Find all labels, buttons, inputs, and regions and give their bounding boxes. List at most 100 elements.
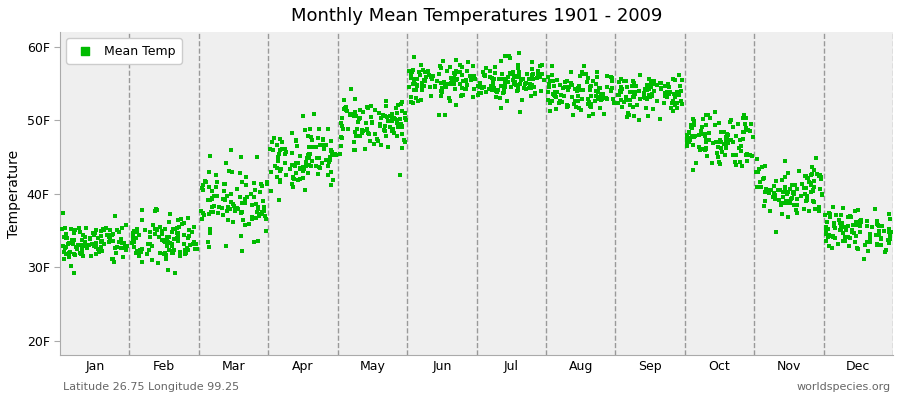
Point xyxy=(581,95,596,102)
Point xyxy=(106,231,121,237)
Point xyxy=(159,251,174,258)
Point xyxy=(734,163,749,169)
Point xyxy=(475,69,490,75)
Point xyxy=(570,98,584,104)
Point xyxy=(787,189,801,195)
Point xyxy=(347,109,362,115)
Point xyxy=(627,113,642,119)
Point xyxy=(553,97,567,104)
Point xyxy=(812,208,826,214)
Point xyxy=(113,236,128,242)
Point xyxy=(640,86,654,92)
Point xyxy=(160,243,175,249)
Point xyxy=(737,129,751,135)
Point xyxy=(599,73,614,79)
Point xyxy=(558,84,572,90)
Point xyxy=(851,246,866,252)
Point xyxy=(259,216,274,222)
Point xyxy=(822,232,836,239)
Point xyxy=(273,176,287,183)
Point xyxy=(590,69,604,76)
Point xyxy=(854,218,868,225)
Point xyxy=(433,63,447,69)
Point xyxy=(416,67,430,74)
Point xyxy=(459,76,473,83)
Point xyxy=(863,239,878,245)
Point xyxy=(302,150,316,157)
Point xyxy=(338,106,352,112)
Point xyxy=(410,82,425,88)
Point xyxy=(284,181,299,188)
Point xyxy=(674,88,688,95)
Point xyxy=(801,178,815,185)
Point xyxy=(622,112,636,118)
Point xyxy=(158,250,172,257)
Point xyxy=(698,139,713,145)
Point xyxy=(549,94,563,100)
Point xyxy=(535,62,549,68)
Point xyxy=(572,105,586,111)
Point xyxy=(120,243,134,249)
Point xyxy=(363,138,377,144)
Point xyxy=(486,81,500,87)
Point xyxy=(733,137,747,143)
Point xyxy=(665,99,680,106)
Point xyxy=(73,229,87,235)
Point xyxy=(488,70,502,76)
Point xyxy=(381,118,395,125)
Point xyxy=(775,176,789,183)
Point xyxy=(165,242,179,249)
Point xyxy=(870,242,885,248)
Point xyxy=(875,222,889,229)
Point xyxy=(105,231,120,237)
Point xyxy=(682,138,697,145)
Point xyxy=(725,152,740,158)
Point xyxy=(780,214,795,220)
Point xyxy=(883,232,897,238)
Point xyxy=(605,75,619,82)
Point xyxy=(761,190,776,196)
Point xyxy=(117,240,131,247)
Point xyxy=(403,70,418,77)
Point xyxy=(503,55,517,62)
Point xyxy=(661,89,675,95)
Point xyxy=(548,93,562,99)
Point xyxy=(640,82,654,88)
Point xyxy=(869,240,884,247)
Point xyxy=(848,239,862,246)
Point xyxy=(829,212,843,218)
Point xyxy=(374,115,388,121)
Point xyxy=(441,94,455,101)
Point xyxy=(126,238,140,244)
Point xyxy=(158,236,172,243)
Point xyxy=(872,222,886,229)
Point xyxy=(579,70,593,77)
Point xyxy=(115,225,130,232)
Point xyxy=(668,102,682,108)
Point xyxy=(801,175,815,182)
Point xyxy=(206,209,220,215)
Point xyxy=(633,96,647,102)
Point xyxy=(705,160,719,166)
Point xyxy=(406,67,420,74)
Point xyxy=(302,155,317,162)
Point xyxy=(202,226,217,232)
Point xyxy=(575,69,590,75)
Point xyxy=(421,68,436,74)
Point xyxy=(674,100,688,107)
Point xyxy=(729,162,743,168)
Point xyxy=(334,142,348,149)
Point xyxy=(692,144,706,150)
Point xyxy=(627,89,642,96)
Point xyxy=(311,155,326,161)
Point xyxy=(378,103,392,109)
Point xyxy=(119,247,133,253)
Point xyxy=(301,133,315,140)
Point xyxy=(114,244,129,251)
Point xyxy=(802,208,816,214)
Point xyxy=(319,142,333,148)
Point xyxy=(543,100,557,106)
Point xyxy=(814,174,828,180)
Point xyxy=(841,222,855,229)
Point xyxy=(177,250,192,257)
